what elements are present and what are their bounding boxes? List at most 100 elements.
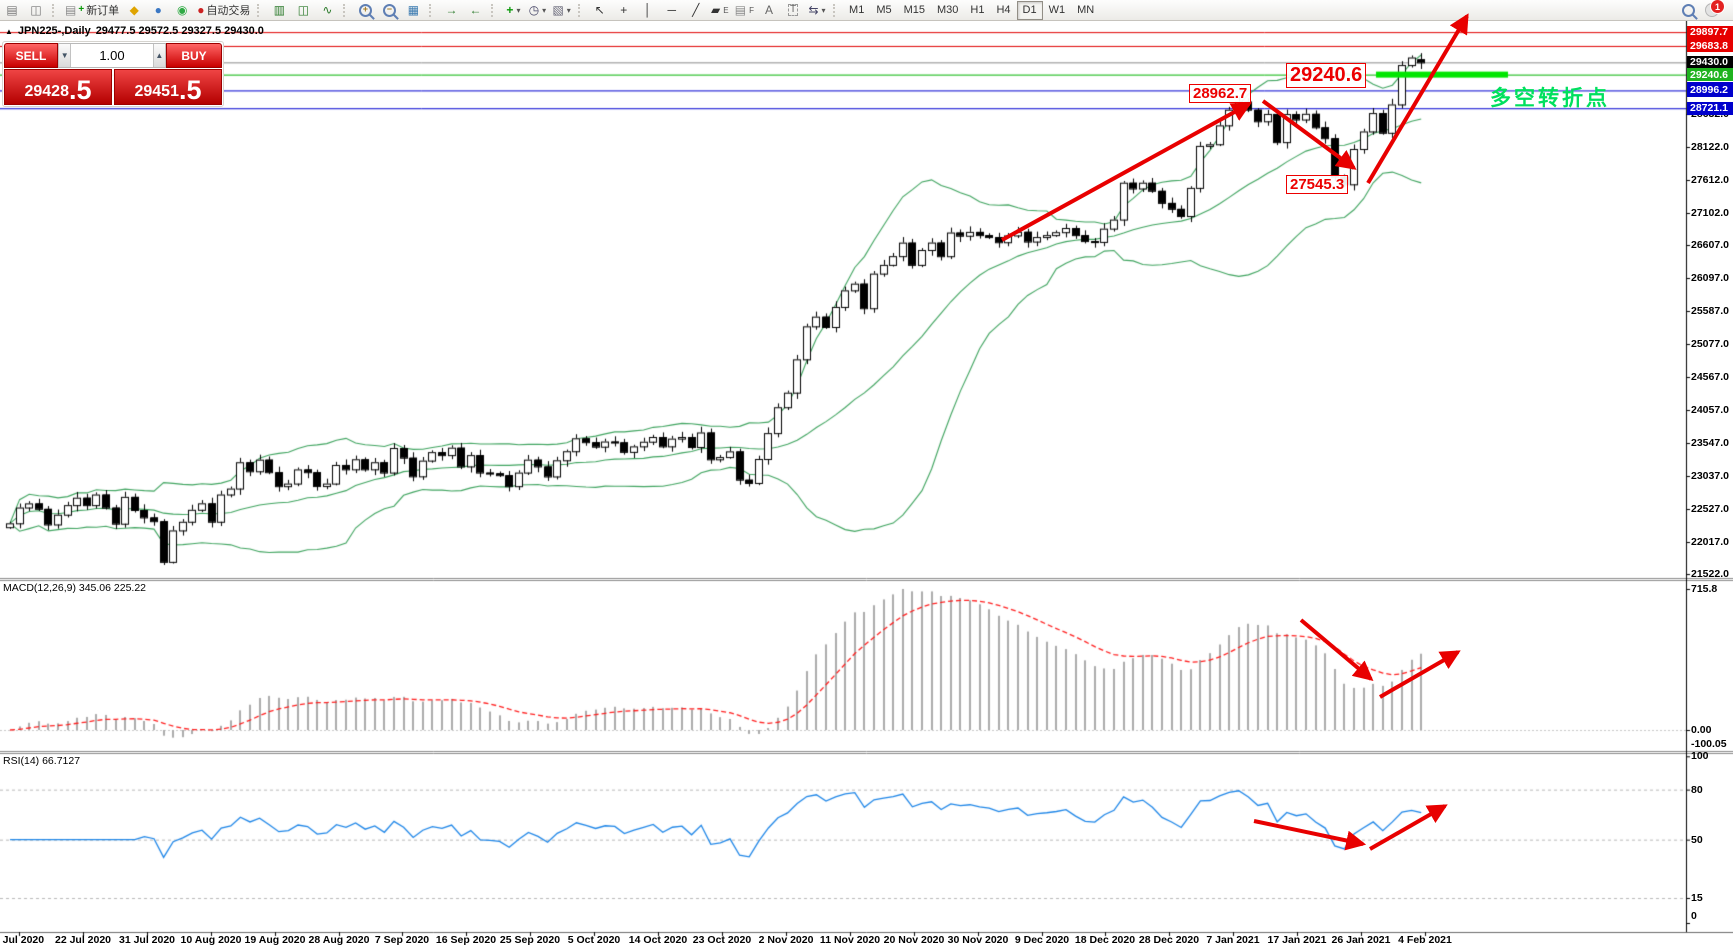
chinese-annotation[interactable]: 多空转折点 xyxy=(1490,87,1610,110)
chevron-down-icon: ▾ xyxy=(821,5,826,15)
toolbar-grip xyxy=(257,3,263,17)
annotation-price-label[interactable]: 28962.7 xyxy=(1189,84,1252,104)
price-badge: 29240.6 xyxy=(1687,68,1733,82)
sell-price-main: 29428 xyxy=(24,83,69,100)
zoom-out-button[interactable]: − xyxy=(377,1,401,19)
templates-button[interactable]: ▧ ▾ xyxy=(549,1,573,19)
arrows-tool-button[interactable]: ⇆ ▾ xyxy=(805,1,829,19)
price-badge: 29683.8 xyxy=(1687,39,1733,53)
date-tick-label: 28 Dec 2020 xyxy=(1138,934,1200,946)
timeframe-M1[interactable]: M1 xyxy=(849,4,865,16)
auto-scroll-button[interactable]: → xyxy=(439,1,463,19)
autotrading-icon: ● xyxy=(197,3,205,17)
indicators-button[interactable]: + ▾ xyxy=(501,1,525,19)
profiles-button[interactable]: ◫ xyxy=(24,1,48,19)
text-tool-button[interactable]: A xyxy=(757,1,781,19)
notification-icon[interactable]: 1 xyxy=(1705,0,1725,17)
autotrading-label: 自动交易 xyxy=(206,5,251,17)
community-button[interactable]: ● xyxy=(146,1,170,19)
price-tick-label: 26097.0 xyxy=(1691,272,1729,285)
collapse-triangle-icon[interactable]: ▲ xyxy=(5,26,13,36)
date-tick-label: 26 Jan 2021 xyxy=(1331,934,1391,946)
plus-icon: + xyxy=(78,4,85,15)
price-tick-label: 25587.0 xyxy=(1691,305,1729,318)
volume-decrease-button[interactable]: ▼ xyxy=(58,44,72,67)
timeframe-MN[interactable]: MN xyxy=(1077,4,1095,16)
channel-icon: ▰ xyxy=(711,3,721,17)
toolbar-grip xyxy=(429,3,435,17)
indicator-scale-label: 715.8 xyxy=(1691,582,1718,595)
history-center-button[interactable]: ◆ xyxy=(122,1,146,19)
auto-scroll-icon: → xyxy=(445,3,458,17)
zoom-in-button[interactable]: + xyxy=(353,1,377,19)
signals-button[interactable]: ◉ xyxy=(170,1,194,19)
periods-button[interactable]: ◷ ▾ xyxy=(525,1,549,19)
annotation-price-label[interactable]: 27545.3 xyxy=(1286,175,1349,195)
timeframe-M5[interactable]: M5 xyxy=(876,4,892,16)
chevron-down-icon: ▾ xyxy=(516,5,521,15)
vertical-line-icon: │ xyxy=(644,3,652,17)
crosshair-tool-button[interactable]: + xyxy=(612,1,636,19)
toolbar-grip xyxy=(577,3,584,17)
date-tick-label: 16 Sep 2020 xyxy=(435,934,497,946)
vertical-line-tool-button[interactable]: │ xyxy=(636,1,660,19)
date-tick-label: 3 Jul 2020 xyxy=(0,934,45,946)
sell-price[interactable]: 29428 .5 xyxy=(4,69,112,105)
date-tick-label: 20 Nov 2020 xyxy=(883,934,945,946)
price-tick-label: 23037.0 xyxy=(1691,470,1729,483)
profiles-icon: ◫ xyxy=(30,3,42,17)
clock-icon: ◷ xyxy=(528,3,540,17)
price-tick-label: 21522.0 xyxy=(1691,568,1729,581)
tile-windows-icon: ▦ xyxy=(407,3,420,17)
date-tick-label: 18 Dec 2020 xyxy=(1074,934,1136,946)
line-chart-mode-button[interactable]: ∿ xyxy=(315,1,339,19)
cursor-tool-button[interactable]: ↖ xyxy=(588,1,612,19)
chart-surface[interactable] xyxy=(0,20,1733,949)
search-icon[interactable] xyxy=(1682,3,1695,17)
horizontal-line-tool-button[interactable]: ─ xyxy=(660,1,684,19)
annotation-price-label[interactable]: 29240.6 xyxy=(1286,63,1367,88)
channel-tool-button[interactable]: ▰ E xyxy=(708,1,732,19)
tile-windows-button[interactable]: ▦ xyxy=(401,1,425,19)
buy-button[interactable]: BUY xyxy=(166,43,222,68)
sell-button[interactable]: SELL xyxy=(4,43,58,68)
timeframe-H4[interactable]: H4 xyxy=(996,4,1011,16)
date-tick-label: 11 Nov 2020 xyxy=(819,934,881,946)
bar-chart-mode-button[interactable]: ▥ xyxy=(267,1,291,19)
rsi-scale-label: 50 xyxy=(1691,833,1703,846)
symbol-period: JPN225-,Daily xyxy=(17,25,91,37)
timeframe-M30[interactable]: M30 xyxy=(937,4,959,16)
buy-price[interactable]: 29451 .5 xyxy=(114,69,222,105)
price-tick-label: 24057.0 xyxy=(1691,404,1729,417)
trendline-tool-button[interactable]: ╱ xyxy=(684,1,708,19)
price-tick-label: 28122.0 xyxy=(1691,141,1729,153)
volume-input[interactable] xyxy=(71,44,153,67)
macd-pane-label: MACD(12,26,9) 345.06 225.22 xyxy=(3,582,147,594)
fibonacci-tool-button[interactable]: ▤ F xyxy=(732,1,757,19)
label-icon: T xyxy=(787,4,799,16)
subscript-e: E xyxy=(723,5,729,15)
chart-title: ▲ JPN225-,Daily 29477.5 29572.5 29327.5 … xyxy=(5,25,264,37)
date-tick-label: 19 Aug 2020 xyxy=(244,934,306,946)
price-tick-label: 27102.0 xyxy=(1691,207,1729,219)
timeframe-H1[interactable]: H1 xyxy=(970,4,985,16)
new-chart-button[interactable]: ▤ xyxy=(0,1,24,19)
autotrading-button[interactable]: ● 自动交易 xyxy=(194,1,253,19)
chart-shift-button[interactable]: ← xyxy=(463,1,487,19)
label-tool-button[interactable]: T xyxy=(781,1,805,19)
ohlc-values: 29477.5 29572.5 29327.5 29430.0 xyxy=(95,25,264,37)
volume-increase-button[interactable]: ▲ xyxy=(152,44,166,67)
price-tick-label: 25077.0 xyxy=(1691,338,1729,351)
rsi-pane-label: RSI(14) 66.7127 xyxy=(3,755,81,767)
date-tick-label: 30 Nov 2020 xyxy=(947,934,1009,946)
timeframe-D1[interactable]: D1 xyxy=(1016,0,1043,20)
timeframe-W1[interactable]: W1 xyxy=(1048,4,1066,16)
timeframe-M15[interactable]: M15 xyxy=(903,4,925,16)
rsi-scale-label: 0 xyxy=(1691,910,1697,922)
chart-shift-icon: ← xyxy=(469,3,482,17)
date-tick-label: 7 Sep 2020 xyxy=(374,934,430,946)
fibonacci-icon: ▤ xyxy=(734,3,747,17)
candle-chart-mode-button[interactable]: ◫ xyxy=(291,1,315,19)
new-order-button[interactable]: ▤ + 新订单 xyxy=(62,1,122,19)
date-tick-label: 2 Nov 2020 xyxy=(758,934,814,946)
